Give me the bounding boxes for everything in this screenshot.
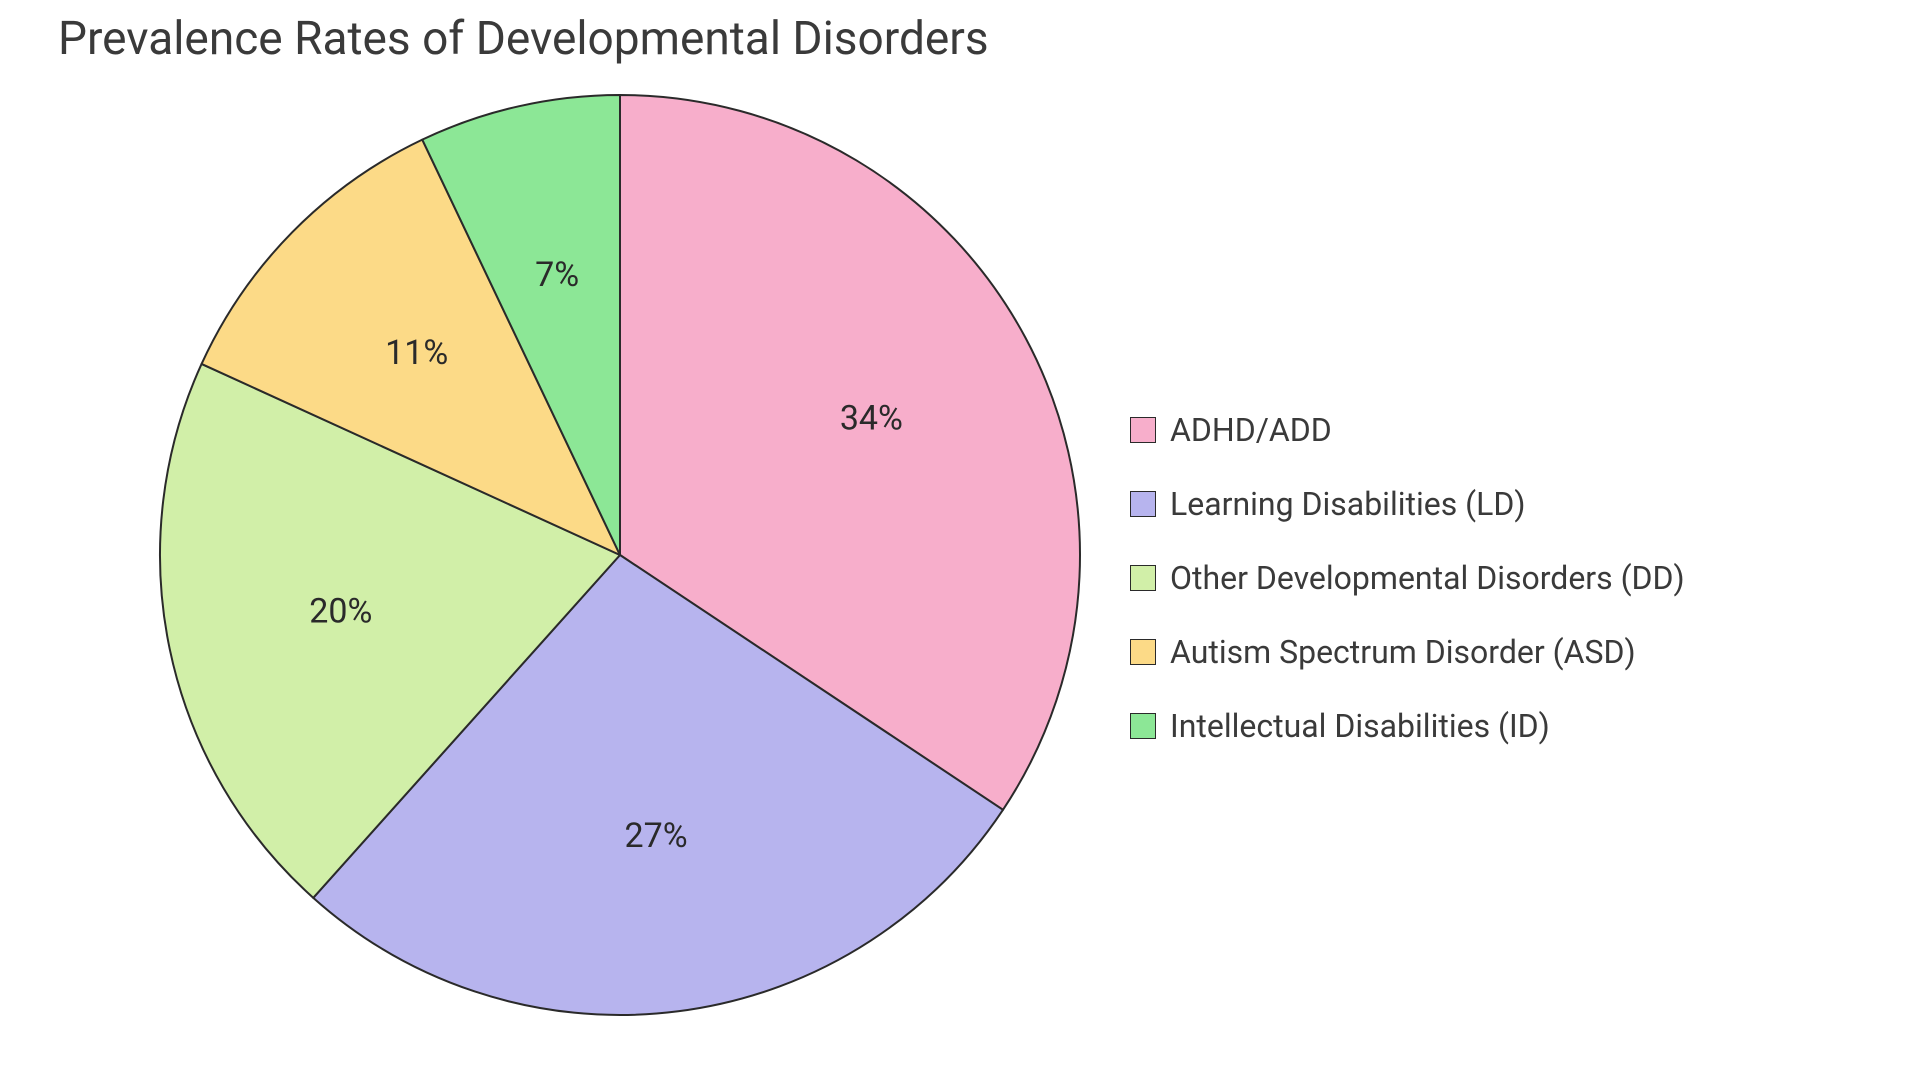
legend-item: ADHD/ADD	[1130, 405, 1685, 455]
pie-slice-label: 27%	[625, 816, 688, 856]
legend-label: Autism Spectrum Disorder (ASD)	[1170, 633, 1636, 671]
legend-item: Autism Spectrum Disorder (ASD)	[1130, 627, 1685, 677]
legend-label: Learning Disabilities (LD)	[1170, 485, 1526, 523]
pie-slice-label: 34%	[840, 398, 903, 438]
legend-swatch	[1130, 417, 1156, 443]
pie-slice-label: 7%	[535, 255, 579, 295]
pie-slice-label: 20%	[309, 591, 372, 631]
pie-slice-label: 11%	[385, 333, 448, 373]
legend-label: Intellectual Disabilities (ID)	[1170, 707, 1550, 745]
chart-title: Prevalence Rates of Developmental Disord…	[58, 12, 989, 66]
legend-label: Other Developmental Disorders (DD)	[1170, 559, 1685, 597]
legend-swatch	[1130, 565, 1156, 591]
legend-swatch	[1130, 639, 1156, 665]
legend-item: Intellectual Disabilities (ID)	[1130, 701, 1685, 751]
legend-label: ADHD/ADD	[1170, 411, 1332, 449]
legend: ADHD/ADD Learning Disabilities (LD) Other …	[1130, 405, 1685, 751]
pie-chart: 34% 27% 20% 11% 7%	[156, 91, 1084, 1019]
legend-item: Learning Disabilities (LD)	[1130, 479, 1685, 529]
legend-item: Other Developmental Disorders (DD)	[1130, 553, 1685, 603]
legend-swatch	[1130, 491, 1156, 517]
chart-container: Prevalence Rates of Developmental Disord…	[0, 0, 1920, 1083]
legend-swatch	[1130, 713, 1156, 739]
